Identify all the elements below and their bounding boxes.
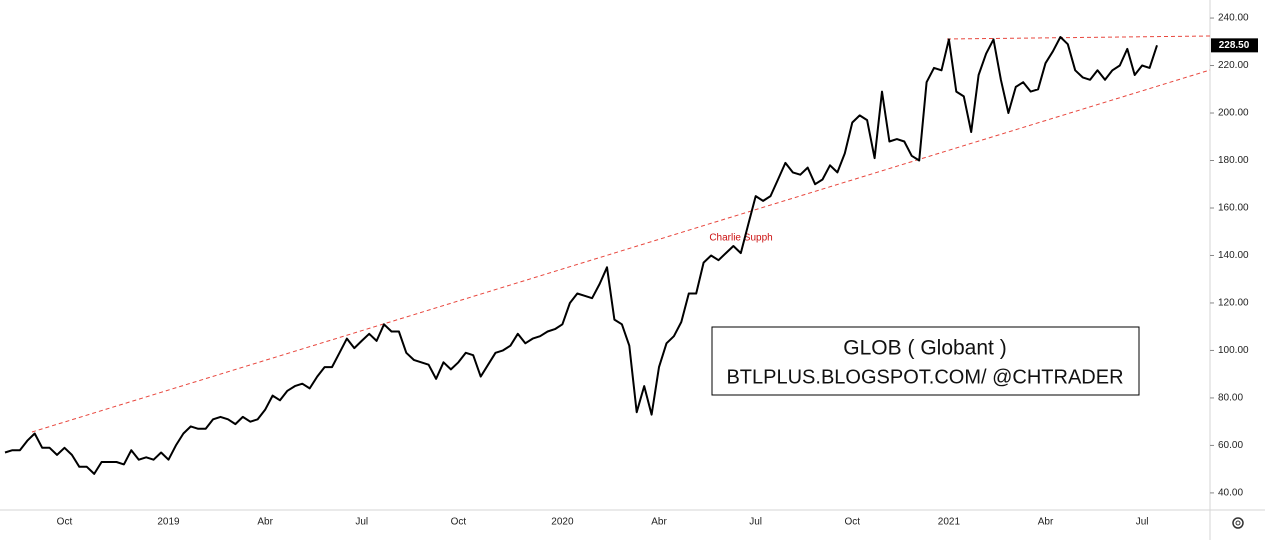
y-tick-label: 100.00 — [1218, 345, 1249, 356]
chart-subtitle: BTLPLUS.BLOGSPOT.COM/ @CHTRADER — [726, 366, 1123, 388]
x-tick-label: Oct — [451, 517, 467, 528]
x-tick-label: Jul — [749, 517, 762, 528]
x-tick-label: 2021 — [938, 517, 961, 528]
settings-icon[interactable] — [1232, 517, 1244, 529]
x-tick-label: Oct — [844, 517, 860, 528]
price-line — [4, 36, 1158, 475]
last-price-label: 228.50 — [1219, 40, 1250, 51]
annotation: Charlie Supph — [709, 233, 772, 244]
x-tick-label: Abr — [1038, 517, 1054, 528]
x-tick-label: Jul — [1136, 517, 1149, 528]
y-tick-label: 40.00 — [1218, 488, 1243, 499]
y-tick-label: 140.00 — [1218, 250, 1249, 261]
x-tick-label: Abr — [257, 517, 273, 528]
x-tick-label: Jul — [355, 517, 368, 528]
x-tick-label: 2020 — [551, 517, 574, 528]
y-tick-label: 120.00 — [1218, 298, 1249, 309]
info-box — [711, 326, 1140, 396]
chart-title: GLOB ( Globant ) — [843, 337, 1006, 360]
x-tick-label: Abr — [651, 517, 667, 528]
y-tick-label: 200.00 — [1218, 108, 1249, 119]
trend-line-support — [31, 69, 1211, 433]
trend-line-resistance — [946, 35, 1211, 40]
y-tick-label: 220.00 — [1218, 60, 1249, 71]
x-tick-label: 2019 — [157, 517, 180, 528]
y-tick-label: 160.00 — [1218, 203, 1249, 214]
x-tick-label: Oct — [57, 517, 73, 528]
last-price-box — [1211, 38, 1258, 53]
y-tick-label: 80.00 — [1218, 393, 1243, 404]
y-tick-label: 60.00 — [1218, 440, 1243, 451]
y-tick-label: 240.00 — [1218, 13, 1249, 24]
y-tick-label: 180.00 — [1218, 155, 1249, 166]
